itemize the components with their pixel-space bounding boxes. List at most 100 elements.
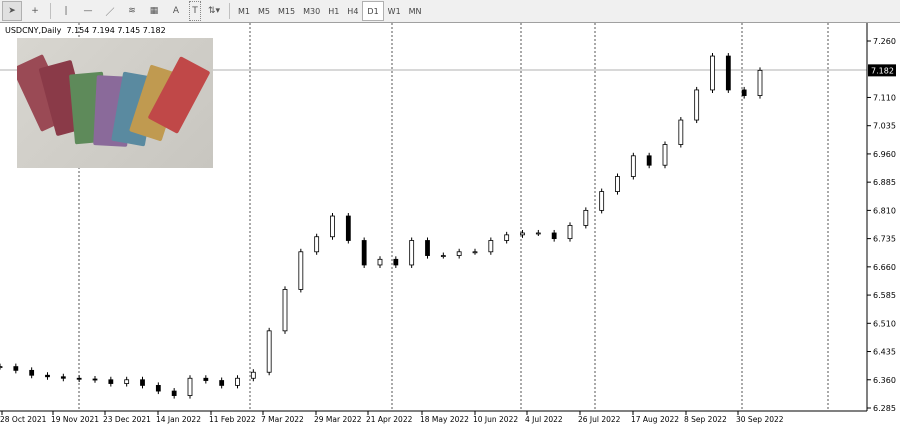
y-tick-label: 6.735 <box>873 235 896 244</box>
candle <box>599 191 605 211</box>
x-tick-label: 7 Mar 2022 <box>261 415 304 424</box>
timeframe-m30[interactable]: M30 <box>303 6 321 16</box>
candle <box>630 155 636 177</box>
candle <box>60 376 66 379</box>
vertical-line-icon[interactable]: | <box>64 6 68 16</box>
open-value: 7.154 <box>66 26 90 35</box>
x-tick-label: 28 Oct 2021 <box>0 415 47 424</box>
x-tick-label: 19 Nov 2021 <box>51 415 99 424</box>
label-icon[interactable]: T <box>189 1 201 21</box>
y-tick-label: 6.585 <box>873 291 896 300</box>
timeframe-m1[interactable]: M1 <box>238 6 250 16</box>
candle <box>409 240 415 266</box>
candle <box>345 215 351 241</box>
candle <box>678 119 684 145</box>
grid-icon[interactable]: ▦ <box>149 6 159 16</box>
yuan-banknotes-photo <box>17 38 213 168</box>
y-tick-label: 7.260 <box>873 37 896 46</box>
crosshair-icon[interactable]: + <box>31 6 39 16</box>
candle <box>662 144 668 166</box>
candle <box>535 232 541 235</box>
x-tick-label: 30 Sep 2022 <box>736 415 784 424</box>
x-tick-label: 21 Apr 2022 <box>366 415 413 424</box>
candle <box>456 251 462 256</box>
y-tick-label: 6.810 <box>873 206 896 215</box>
candle <box>0 366 3 368</box>
toolbar: ➤ + | — ／ ≋ ▦ A T ⇅▾ M1 M5 M15 M30 H1 H4 D1 W1 MN <box>0 0 900 23</box>
y-tick-label: 7.110 <box>873 93 896 102</box>
text-icon[interactable]: A <box>172 6 180 16</box>
candle <box>266 330 272 373</box>
candle <box>140 379 145 386</box>
arrows-icon[interactable]: ⇅▾ <box>207 6 221 16</box>
toolbar-separator <box>229 3 230 19</box>
trendline-icon[interactable]: ／ <box>105 7 115 18</box>
x-tick-label: 10 Jun 2022 <box>473 415 518 424</box>
candle <box>615 176 620 192</box>
candle <box>314 236 320 253</box>
candle <box>488 240 494 253</box>
candle <box>250 371 256 379</box>
timeframe-w1[interactable]: W1 <box>387 6 401 16</box>
toolbar-separator <box>50 3 51 19</box>
candle <box>124 379 130 384</box>
y-tick-label: 7.035 <box>873 122 896 131</box>
price-chart[interactable]: 7.260 7.110 7.035 6.960 6.885 6.810 6.735 6.660… <box>0 23 900 424</box>
candle <box>520 232 525 236</box>
candle <box>219 380 225 386</box>
y-tick-label: 6.660 <box>873 263 896 272</box>
candle <box>171 390 177 396</box>
candle <box>330 215 335 238</box>
timeframe-mn[interactable]: MN <box>408 6 422 16</box>
horizontal-line-icon[interactable]: — <box>83 6 93 16</box>
x-tick-label: 14 Jan 2022 <box>156 415 201 424</box>
candle <box>76 377 82 380</box>
symbol-label: USDCNY,Daily <box>5 26 62 35</box>
timeframe-h1[interactable]: H1 <box>328 6 340 16</box>
close-value: 7.182 <box>142 26 166 35</box>
candle <box>155 385 161 392</box>
candle <box>567 225 573 240</box>
y-tick-label: 6.285 <box>873 404 896 413</box>
candle <box>646 155 652 166</box>
candle <box>425 240 430 256</box>
current-price-marker <box>868 64 896 77</box>
candle <box>440 255 446 257</box>
x-tick-label: 4 Jul 2022 <box>525 415 563 424</box>
low-value: 7.145 <box>117 26 141 35</box>
candle <box>757 69 763 96</box>
candle <box>203 377 209 381</box>
x-tick-label: 18 May 2022 <box>420 415 469 424</box>
candle <box>393 258 399 266</box>
candle <box>108 379 114 384</box>
candle <box>361 240 367 266</box>
candle <box>741 89 747 96</box>
timeframe-m5[interactable]: M5 <box>258 6 270 16</box>
candle <box>298 251 304 290</box>
timeframe-d1[interactable]: D1 <box>362 1 384 21</box>
candle <box>472 251 478 254</box>
y-tick-label: 6.360 <box>873 376 896 385</box>
cursor-icon[interactable]: ➤ <box>2 1 22 21</box>
fibonacci-icon[interactable]: ≋ <box>128 6 136 16</box>
x-tick-label: 17 Aug 2022 <box>631 415 679 424</box>
y-tick-label: 6.435 <box>873 348 896 357</box>
candle <box>29 369 35 376</box>
candle <box>45 374 50 378</box>
candle <box>282 289 288 332</box>
y-tick-label: 6.960 <box>873 150 896 159</box>
x-tick-label: 11 Feb 2022 <box>209 415 256 424</box>
x-tick-label: 8 Sep 2022 <box>684 415 727 424</box>
x-tick-label: 29 Mar 2022 <box>314 415 362 424</box>
high-value: 7.194 <box>91 26 115 35</box>
candle <box>13 366 19 371</box>
y-tick-label: 6.510 <box>873 319 896 328</box>
candle <box>377 258 383 266</box>
candle <box>710 55 715 91</box>
symbol-info: USDCNY,Daily 7.154 7.194 7.145 7.182 <box>5 26 166 35</box>
timeframe-m15[interactable]: M15 <box>278 6 296 16</box>
candle <box>235 377 240 386</box>
candle <box>694 89 700 121</box>
current-price-label: 7.182 <box>871 66 894 75</box>
timeframe-h4[interactable]: H4 <box>347 6 359 16</box>
